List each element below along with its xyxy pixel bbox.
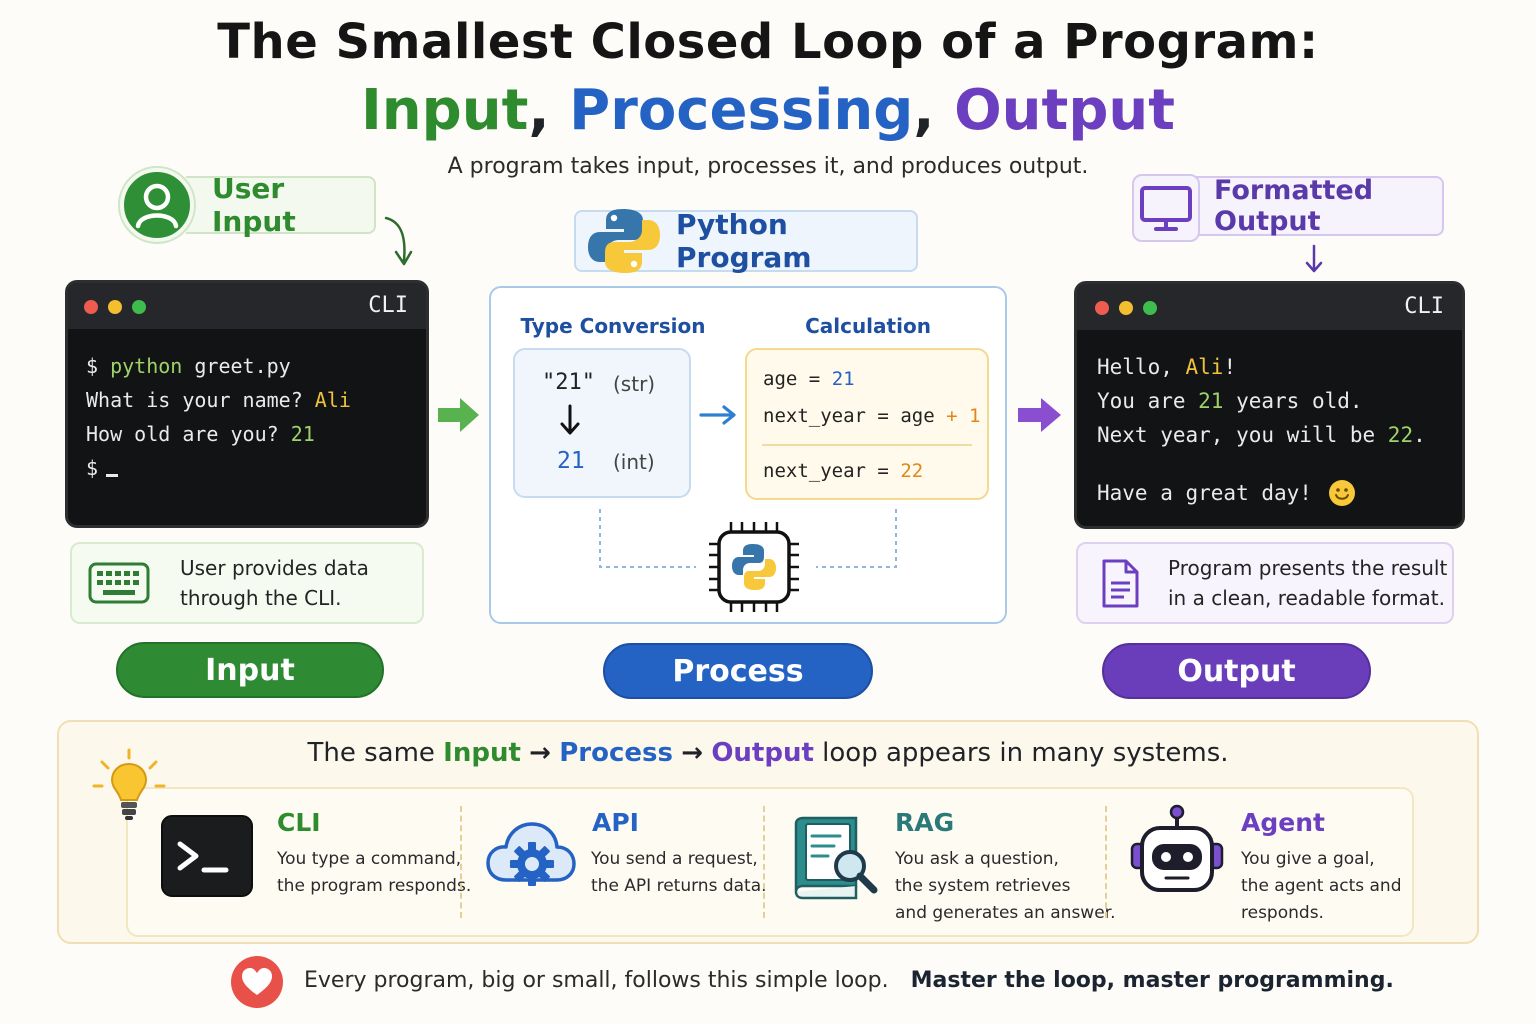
formatted-output-pill: Formatted Output [1196,175,1444,237]
close-dot-icon [84,300,98,314]
terminal-line: $ [86,451,408,485]
input-terminal: CLI $ python greet.py What is your name?… [65,280,429,528]
terminal-label: CLI [368,293,408,318]
minimize-dot-icon [1119,301,1133,315]
str-value: "21" [542,370,595,395]
curved-arrow-down-icon [384,216,413,266]
book-search-icon [794,816,878,900]
title-line-2: Input, Processing, Output [360,78,1176,143]
title-line-1: The Smallest Closed Loop of a Program: [217,14,1319,70]
arrow-down-icon [560,404,580,435]
calc-line-age: age = 21 [763,368,855,390]
maximize-dot-icon [1143,301,1157,315]
robot-icon [1130,804,1224,892]
close-dot-icon [1095,301,1109,315]
terminal-line: What is your name? Ali [86,388,351,412]
system-title-agent: Agent [1241,808,1325,837]
divider [1105,806,1107,918]
calculation-label: Calculation [805,314,931,338]
arrow-right-icon [1018,398,1061,432]
terminal-line: $ python greet.py [86,354,291,378]
monitor-icon [1140,186,1192,231]
minimize-dot-icon [108,300,122,314]
output-caption: Program presents the result in a clean, r… [1076,542,1454,624]
type-conversion-box [513,348,691,498]
output-stage-button[interactable]: Output [1102,643,1371,699]
terminal-label: CLI [1404,294,1444,319]
output-terminal: CLI Hello, Ali! You are 21 years old. Ne… [1074,281,1465,529]
footer-text: Every program, big or small, follows thi… [304,968,1394,993]
cursor-icon [106,474,119,477]
divider [460,806,462,918]
terminal-title-bar: CLI [1077,284,1462,330]
str-type: (str) [613,372,656,396]
system-desc-api: You send a request, the API returns data. [591,849,767,896]
user-input-pill: User Input [186,172,376,238]
arrow-right-icon [438,398,479,432]
system-title-rag: RAG [895,808,955,837]
system-title-cli: CLI [277,808,321,837]
terminal-line: You are 21 years old. [1097,389,1363,413]
subtitle: A program takes input, processes it, and… [447,154,1089,179]
maximize-dot-icon [132,300,146,314]
calculation-box [745,348,989,500]
smiley-icon [1328,480,1355,506]
terminal-title-bar: CLI [68,283,426,329]
calc-divider [762,444,972,446]
cloud-gear-icon [486,822,576,886]
monitor-icon-box [1132,174,1200,242]
system-desc-rag: You ask a question, the system retrieves a… [895,849,1116,923]
heart-icon [231,956,283,1008]
footer-emphasis: Master the loop, master programming. [910,968,1394,993]
dashed-connector [599,509,897,568]
system-desc-agent: You give a goal, the agent acts and respon… [1241,849,1402,923]
terminal-line: Have a great day! [1097,476,1442,510]
title-output-word: Output [954,78,1176,143]
input-caption: User provides data through the CLI. [70,542,424,624]
process-stage-button[interactable]: Process [603,643,873,699]
calc-line-next-year: next_year = age + 1 [763,405,981,427]
system-title-api: API [592,808,639,837]
lightbulb-icon [92,748,166,820]
calc-line-result: next_year = 22 [763,460,924,482]
title-processing-word: Processing [569,78,914,143]
terminal-prompt-icon [161,815,253,897]
int-value: 21 [557,448,585,474]
python-logo-icon [588,209,660,273]
divider [763,806,765,918]
systems-panel-title: The same Input → Process → Output loop a… [307,738,1229,768]
terminal-line: Next year, you will be 22. [1097,423,1426,447]
terminal-line: How old are you? 21 [86,422,315,446]
arrow-down-icon [1305,244,1323,273]
document-icon [1102,559,1139,608]
type-conversion-label: Type Conversion [520,314,706,338]
input-stage-button[interactable]: Input [116,642,384,698]
arrow-right-icon [699,405,736,425]
user-avatar-icon [120,168,194,242]
terminal-body: Hello, Ali! You are 21 years old. Next y… [1077,330,1462,526]
keyboard-icon [88,562,150,604]
title-input-word: Input [360,78,529,143]
int-type: (int) [613,450,655,474]
python-chip-icon [709,522,799,612]
system-desc-cli: You type a command, the program responds. [277,849,472,896]
terminal-line: Hello, Ali! [1097,355,1237,379]
terminal-body: $ python greet.py What is your name? Ali… [68,329,426,505]
